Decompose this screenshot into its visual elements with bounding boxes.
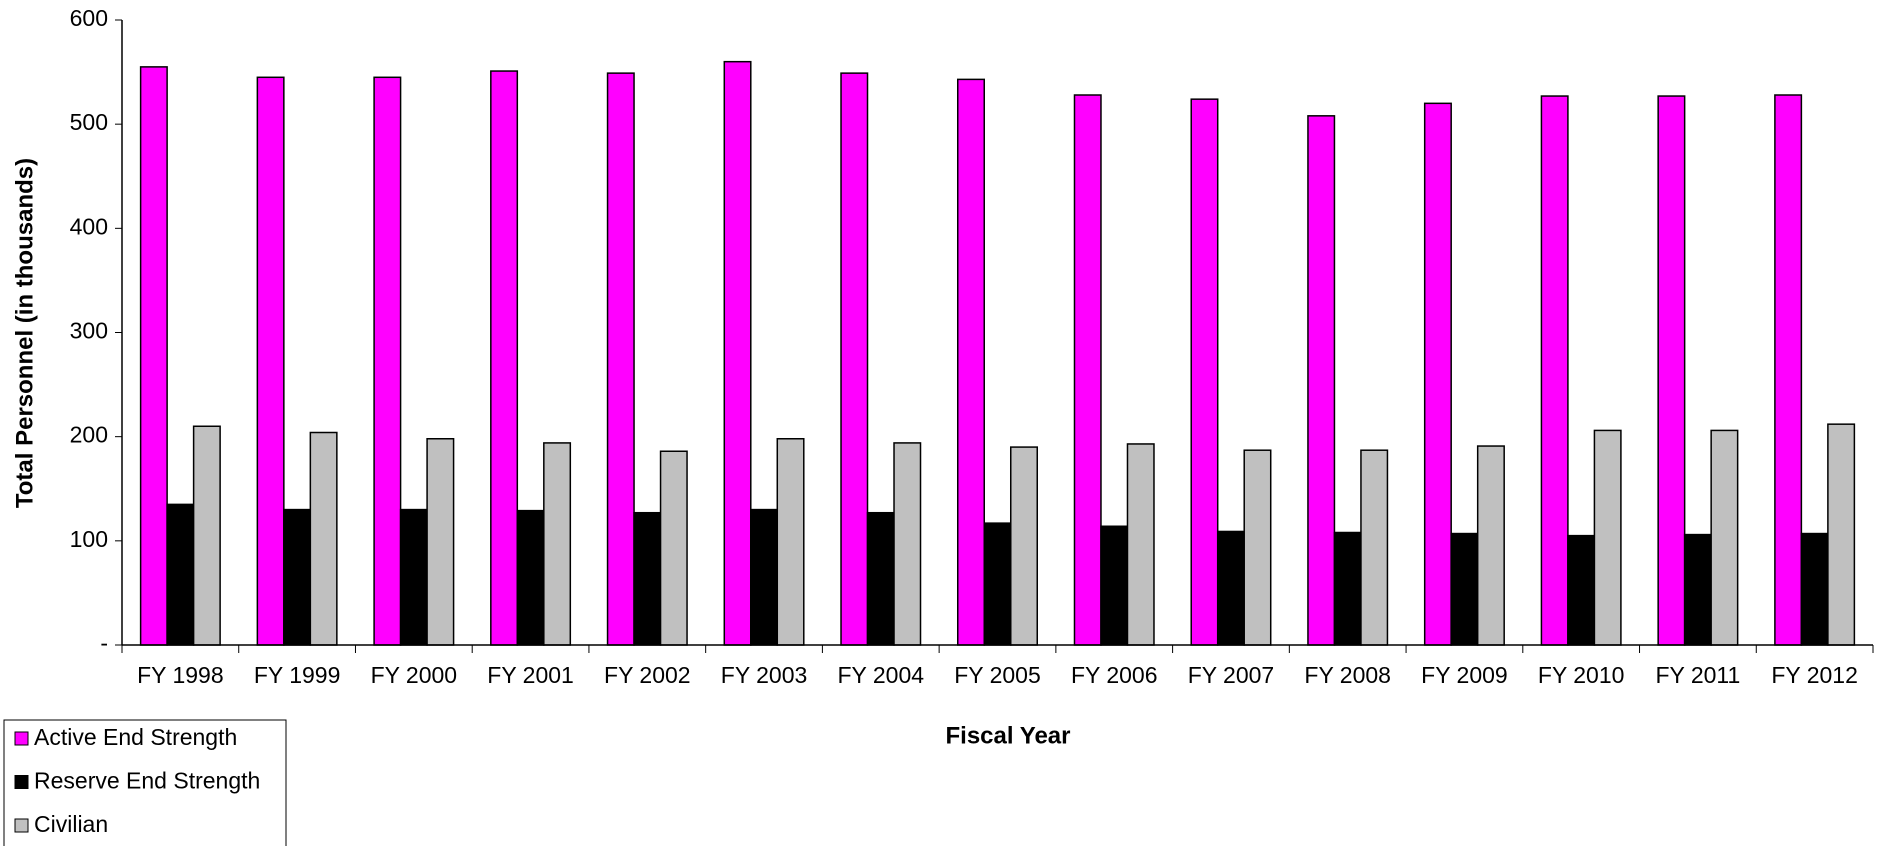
legend-swatch — [14, 775, 29, 789]
bar — [1800, 532, 1829, 646]
x-tick-label: FY 1999 — [254, 662, 341, 688]
bar — [750, 508, 779, 646]
bar — [1360, 449, 1389, 646]
legend-swatch — [14, 818, 29, 833]
bar — [1827, 423, 1856, 646]
bar — [633, 511, 662, 646]
x-tick-label: FY 2004 — [838, 662, 925, 688]
bar — [1710, 429, 1739, 646]
bar — [1307, 115, 1336, 646]
x-tick-label: FY 2002 — [604, 662, 691, 688]
bar — [1009, 446, 1038, 646]
x-tick-label: FY 2009 — [1421, 662, 1508, 688]
bar — [139, 66, 168, 646]
bar — [1567, 534, 1596, 646]
bar — [1216, 530, 1245, 646]
bar — [776, 438, 805, 646]
bar — [1774, 94, 1803, 646]
legend-swatch — [14, 731, 29, 746]
bar — [1073, 94, 1102, 646]
bar — [957, 78, 986, 646]
x-tick-label: FY 2005 — [954, 662, 1041, 688]
bar — [1540, 95, 1569, 646]
bar — [723, 60, 752, 646]
x-axis-title: Fiscal Year — [946, 722, 1071, 749]
bar — [659, 450, 688, 646]
x-tick-label: FY 2012 — [1771, 662, 1858, 688]
legend-label: Reserve End Strength — [34, 768, 260, 794]
bar — [166, 503, 195, 646]
bar — [1333, 531, 1362, 646]
bar — [1243, 449, 1272, 646]
y-tick-label: 200 — [70, 422, 108, 448]
y-axis-title: Total Personnel (in thousands) — [11, 158, 38, 508]
bar — [373, 76, 402, 646]
bar — [1100, 525, 1129, 646]
y-tick-label: 600 — [70, 5, 108, 31]
x-tick-label: FY 2006 — [1071, 662, 1158, 688]
y-tick-label: 300 — [70, 318, 108, 344]
x-tick-label: FY 2003 — [721, 662, 808, 688]
bar — [866, 511, 895, 646]
bar — [1657, 95, 1686, 646]
x-tick-label: FY 2011 — [1655, 662, 1740, 688]
bar — [1593, 429, 1622, 646]
bar — [1476, 445, 1505, 646]
x-tick-label: FY 1998 — [137, 662, 224, 688]
bar — [1190, 98, 1219, 646]
x-tick-label: FY 2001 — [487, 662, 574, 688]
y-tick-label: - — [100, 630, 108, 656]
legend-label: Active End Strength — [34, 724, 237, 750]
legend-label: Civilian — [34, 811, 108, 837]
bar — [490, 70, 519, 646]
bar — [399, 508, 428, 646]
y-tick-label: 100 — [70, 526, 108, 552]
bar — [192, 425, 221, 646]
bar — [309, 431, 338, 646]
y-tick-label: 400 — [70, 213, 108, 239]
bar — [283, 508, 312, 646]
bar — [1683, 533, 1712, 646]
bar — [1450, 532, 1479, 646]
bar — [1423, 102, 1452, 646]
x-tick-label: FY 2008 — [1304, 662, 1391, 688]
bar — [983, 522, 1012, 646]
bar — [426, 438, 455, 646]
bar — [840, 72, 869, 646]
x-tick-label: FY 2000 — [371, 662, 458, 688]
x-tick-label: FY 2007 — [1188, 662, 1275, 688]
legend-box — [3, 719, 287, 846]
bar — [516, 509, 545, 646]
bar — [256, 76, 285, 646]
bar — [1126, 443, 1155, 646]
bar — [543, 442, 572, 646]
bar — [893, 442, 922, 646]
bar — [606, 72, 635, 646]
x-tick-label: FY 2010 — [1538, 662, 1625, 688]
y-tick-label: 500 — [70, 109, 108, 135]
